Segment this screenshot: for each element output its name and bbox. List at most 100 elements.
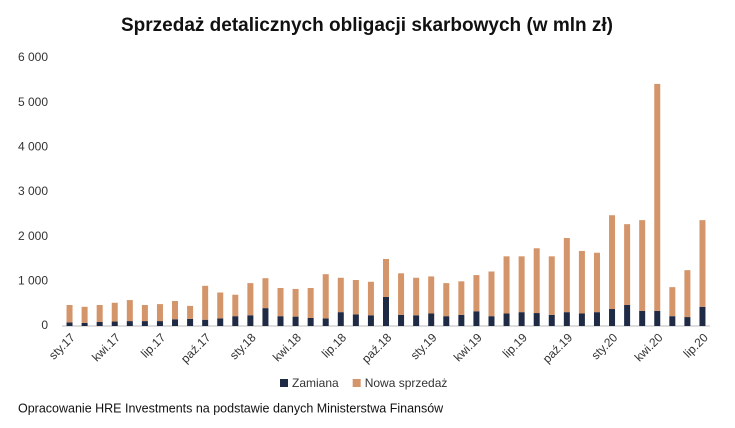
bar-segment (624, 224, 631, 306)
bar-segment (503, 256, 510, 314)
bar-segment (443, 283, 450, 317)
bar-segment (232, 294, 239, 317)
bar-segment (503, 313, 510, 326)
x-tick-label: lip.20 (681, 330, 711, 360)
bar-segment (202, 319, 209, 326)
x-tick-label: sty.20 (589, 330, 621, 362)
bar-segment (609, 215, 616, 310)
bar-segment (639, 310, 646, 326)
bar-segment (473, 311, 480, 326)
x-tick-label: lip.17 (138, 330, 168, 360)
bar-segment (398, 314, 405, 326)
bar-segment (322, 274, 329, 319)
bar-segment (428, 276, 435, 314)
bar-segment (684, 270, 691, 318)
x-tick-label: kwi.20 (632, 330, 666, 364)
bar-segment (383, 259, 389, 297)
bar-segment (548, 314, 555, 326)
x-tick-label: sty.19 (408, 330, 440, 362)
bar-segment (518, 256, 525, 313)
bar-segment (654, 310, 661, 326)
source-note: Opracowanie HRE Investments na podstawie… (18, 401, 444, 415)
bar-segment (156, 321, 163, 326)
bar-segment (488, 316, 495, 326)
bar-segment (172, 319, 179, 326)
x-tick-label: lip.18 (319, 330, 349, 360)
bar-segment (518, 312, 525, 326)
y-tick-label: 3 000 (18, 184, 48, 198)
x-tick-label: paź.17 (178, 330, 214, 366)
bar-segment (383, 296, 389, 326)
bar-segment (578, 250, 585, 314)
bar-segment (217, 292, 224, 319)
bar-segment (428, 313, 435, 326)
bar-segment (292, 316, 299, 326)
bar-segment (262, 278, 269, 309)
bar-segment (187, 318, 194, 326)
x-tick-label: kwi.19 (451, 330, 485, 364)
bar-segment (548, 256, 555, 315)
y-tick-label: 2 000 (18, 229, 48, 243)
bar-segment (141, 321, 148, 326)
bar-segment (443, 316, 450, 326)
bar-segment (156, 304, 163, 322)
bar-segment (81, 322, 88, 326)
x-tick-label: paź.18 (359, 330, 395, 366)
bar-segment (111, 302, 118, 322)
bar-segment (367, 281, 374, 316)
bar-segment (352, 314, 359, 326)
bar-segment (367, 315, 374, 326)
bar-segment (593, 312, 600, 326)
bar-segment (458, 314, 465, 326)
bar-segment (141, 305, 148, 322)
bar-segment (473, 275, 480, 312)
bar-segment (352, 279, 359, 315)
x-tick-label: sty.18 (227, 330, 259, 362)
bar-segment (111, 321, 118, 326)
bar-segment (277, 288, 284, 317)
y-tick-label: 4 000 (18, 140, 48, 154)
x-tick-label: sty.17 (46, 330, 78, 362)
bar-segment (232, 316, 239, 326)
bar-segment (413, 277, 420, 316)
bar-segment (654, 83, 661, 311)
bar-segment (247, 283, 254, 316)
bar-segment (578, 313, 585, 326)
bar-segment (187, 305, 194, 319)
bar-segment (624, 305, 631, 326)
bar-segment (488, 271, 495, 317)
legend-label: Nowa sprzedaż (365, 376, 448, 390)
bar-segment (563, 312, 570, 326)
legend-swatch (352, 379, 361, 387)
x-tick-label: paź.19 (540, 330, 576, 366)
bar-segment (398, 273, 405, 315)
bar-segment (307, 317, 314, 326)
y-tick-label: 6 000 (18, 50, 48, 64)
bar-segment (699, 220, 706, 307)
bar-segment (81, 306, 88, 323)
bar-segment (292, 288, 299, 317)
bar-segment (639, 220, 646, 311)
bar-segment (66, 322, 73, 326)
bar-segment (322, 318, 329, 326)
bar-segment (337, 277, 344, 313)
bar-segment (96, 321, 103, 326)
bar-segment (699, 306, 706, 326)
bar-segment (533, 248, 540, 314)
legend-swatch (280, 379, 288, 387)
bar-segment (217, 318, 224, 326)
x-tick-label: kwi.17 (89, 330, 123, 364)
bar-segment (458, 281, 465, 315)
bar-segment (172, 300, 179, 320)
bar-segment (563, 238, 570, 313)
bar-segment (609, 309, 616, 326)
bar-segment (337, 312, 344, 326)
legend-label: Zamiana (292, 376, 339, 390)
bar-segment (126, 321, 133, 326)
bar-segment (669, 316, 676, 326)
x-tick-label: kwi.18 (270, 330, 304, 364)
bar-segment (202, 285, 209, 320)
y-tick-label: 5 000 (18, 95, 48, 109)
chart-title: Sprzedaż detalicznych obligacji skarbowy… (121, 15, 613, 36)
